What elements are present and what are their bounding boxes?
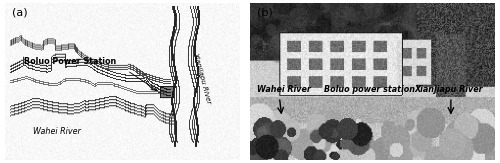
Text: (a): (a) bbox=[12, 8, 28, 18]
Text: Boluo power station: Boluo power station bbox=[324, 85, 414, 94]
Text: Wahei River: Wahei River bbox=[33, 127, 81, 136]
Text: Xianjiapu River: Xianjiapu River bbox=[414, 85, 483, 94]
Text: Xianjiapu River: Xianjiapu River bbox=[192, 52, 212, 105]
Text: Wahei River: Wahei River bbox=[258, 85, 311, 94]
Text: Boluo Power Station: Boluo Power Station bbox=[24, 57, 116, 66]
Text: (b): (b) bbox=[258, 8, 273, 18]
